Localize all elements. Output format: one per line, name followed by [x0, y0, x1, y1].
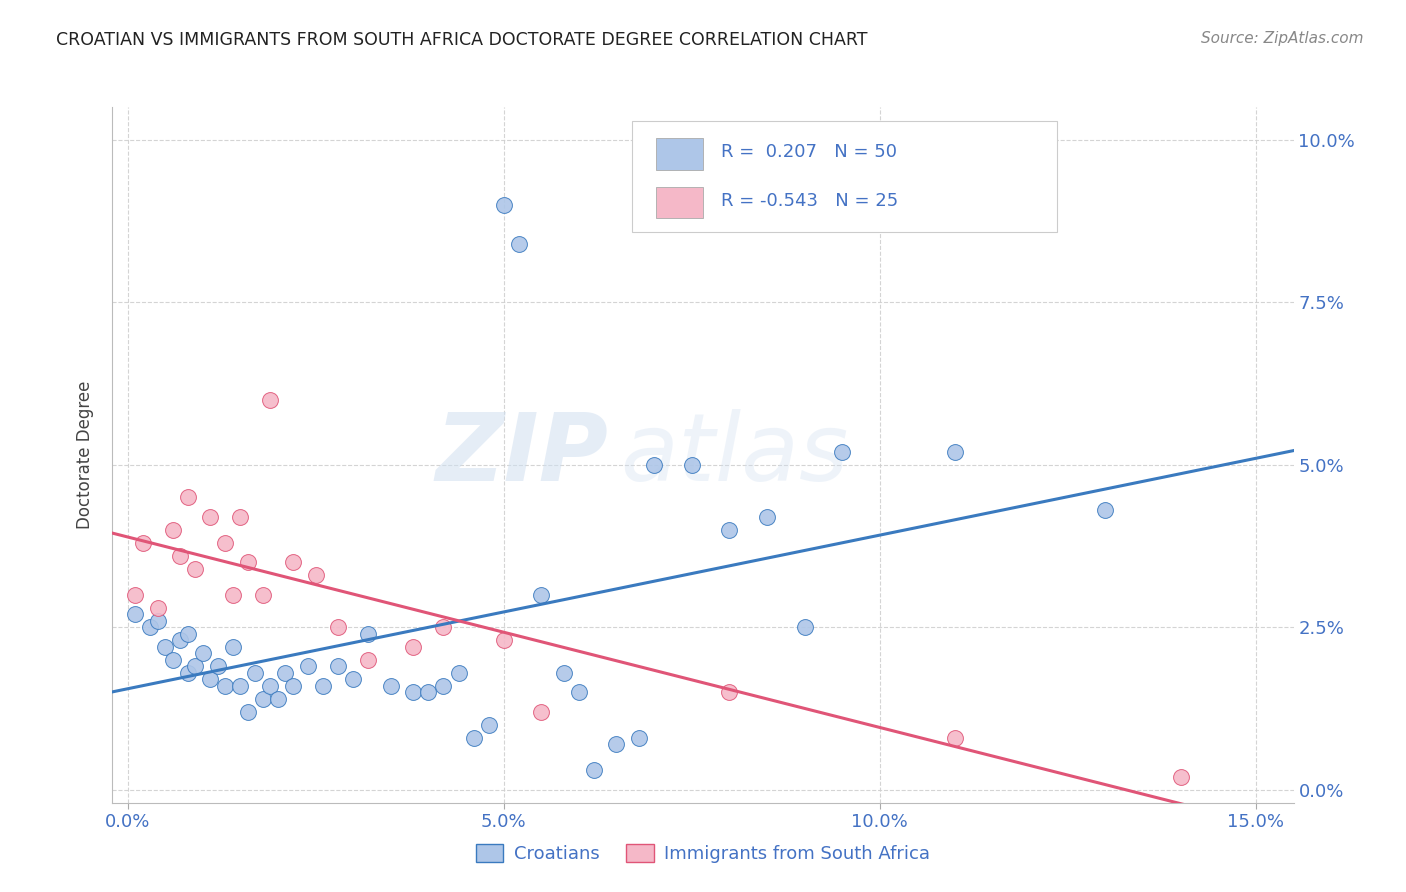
Point: [177, 665, 200, 680]
Point: [943, 731, 966, 745]
Point: [1170, 770, 1192, 784]
Point: [236, 705, 259, 719]
Text: R =  0.207   N = 50: R = 0.207 N = 50: [721, 144, 897, 161]
Point: [304, 568, 326, 582]
Point: [153, 640, 176, 654]
Point: [402, 640, 425, 654]
Point: [139, 620, 162, 634]
Point: [229, 509, 252, 524]
Point: [274, 665, 297, 680]
Point: [281, 555, 304, 569]
Point: [508, 236, 530, 251]
Point: [943, 444, 966, 458]
Point: [432, 679, 454, 693]
Point: [402, 685, 425, 699]
FancyBboxPatch shape: [655, 187, 703, 219]
Point: [718, 685, 741, 699]
Point: [124, 588, 146, 602]
Point: [478, 718, 501, 732]
Point: [259, 679, 281, 693]
Point: [628, 731, 651, 745]
Text: CROATIAN VS IMMIGRANTS FROM SOUTH AFRICA DOCTORATE DEGREE CORRELATION CHART: CROATIAN VS IMMIGRANTS FROM SOUTH AFRICA…: [56, 31, 868, 49]
Point: [582, 764, 605, 778]
FancyBboxPatch shape: [633, 121, 1057, 232]
Point: [252, 588, 274, 602]
Point: [568, 685, 591, 699]
Point: [191, 646, 214, 660]
Point: [162, 653, 184, 667]
Point: [463, 731, 485, 745]
Point: [447, 665, 470, 680]
Point: [342, 672, 364, 686]
Point: [297, 659, 319, 673]
Point: [259, 392, 281, 407]
Point: [131, 535, 153, 549]
Point: [530, 705, 553, 719]
Point: [492, 633, 515, 648]
Point: [1094, 503, 1116, 517]
Point: [200, 672, 222, 686]
Point: [184, 659, 207, 673]
Point: [530, 588, 553, 602]
Point: [200, 509, 222, 524]
Point: [755, 509, 778, 524]
Point: [357, 653, 380, 667]
Point: [162, 523, 184, 537]
Legend: Croatians, Immigrants from South Africa: Croatians, Immigrants from South Africa: [468, 837, 938, 871]
Point: [245, 665, 267, 680]
Point: [214, 679, 236, 693]
Point: [236, 555, 259, 569]
Point: [222, 640, 245, 654]
FancyBboxPatch shape: [655, 138, 703, 169]
Point: [328, 659, 350, 673]
Point: [281, 679, 304, 693]
Point: [229, 679, 252, 693]
Point: [312, 679, 335, 693]
Point: [124, 607, 146, 622]
Point: [252, 691, 274, 706]
Point: [380, 679, 402, 693]
Point: [643, 458, 665, 472]
Point: [718, 523, 741, 537]
Point: [214, 535, 236, 549]
Point: [831, 444, 853, 458]
Text: ZIP: ZIP: [436, 409, 609, 501]
Point: [169, 549, 191, 563]
Text: R = -0.543   N = 25: R = -0.543 N = 25: [721, 192, 898, 210]
Point: [357, 626, 380, 640]
Point: [177, 626, 200, 640]
Point: [146, 614, 169, 628]
Point: [605, 737, 627, 751]
Point: [222, 588, 245, 602]
Point: [146, 600, 169, 615]
Point: [177, 490, 200, 504]
Point: [328, 620, 350, 634]
Point: [553, 665, 575, 680]
Point: [681, 458, 703, 472]
Point: [267, 691, 290, 706]
Point: [207, 659, 229, 673]
Point: [793, 620, 815, 634]
Y-axis label: Doctorate Degree: Doctorate Degree: [76, 381, 94, 529]
Point: [169, 633, 191, 648]
Point: [184, 562, 207, 576]
Point: [492, 197, 515, 211]
Point: [432, 620, 454, 634]
Text: Source: ZipAtlas.com: Source: ZipAtlas.com: [1201, 31, 1364, 46]
Point: [418, 685, 440, 699]
Text: atlas: atlas: [620, 409, 849, 500]
